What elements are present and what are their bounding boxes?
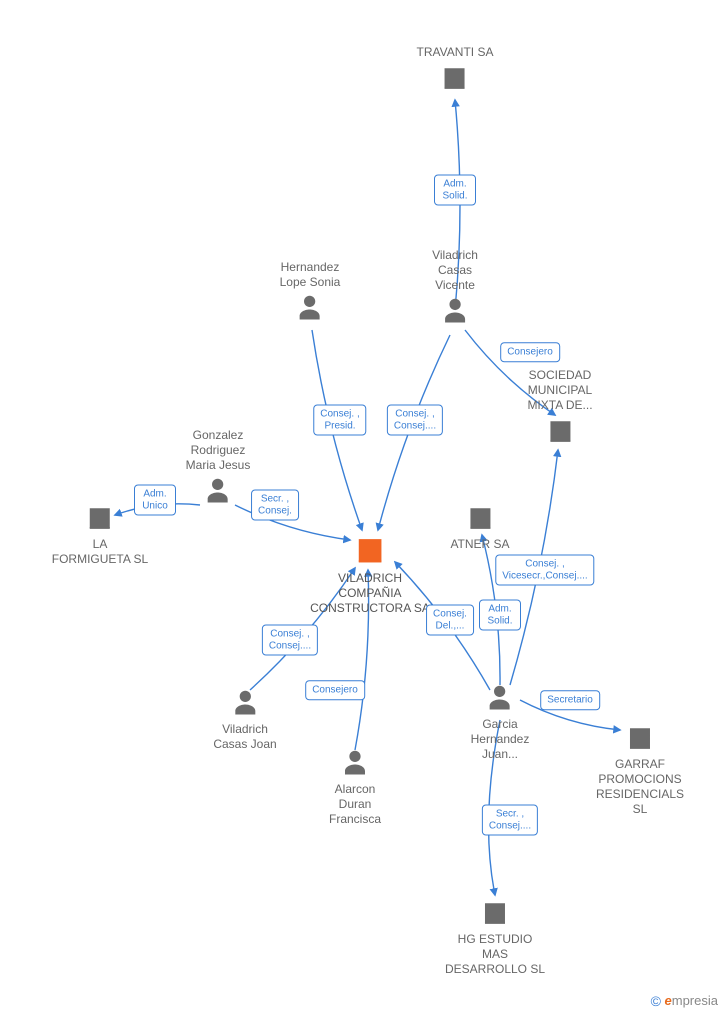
node-garcia[interactable]: Garcia Hernandez Juan... <box>471 680 530 762</box>
node-viladrichJoan[interactable]: Viladrich Casas Joan <box>213 685 276 752</box>
node-label: Gonzalez Rodriguez Maria Jesus <box>186 428 251 473</box>
node-label: Viladrich Casas Joan <box>213 722 276 752</box>
edge-label: Adm. Unico <box>134 485 176 516</box>
building-icon <box>545 415 575 445</box>
edge-label: Consej. , Consej.... <box>262 625 318 656</box>
diagram-canvas: TRAVANTI SA Hernandez Lope Sonia Viladri… <box>0 0 728 1015</box>
edge-label: Consej. , Vicesecr.,Consej.... <box>495 555 594 586</box>
node-label: SOCIEDAD MUNICIPAL MIXTA DE... <box>527 368 592 413</box>
node-viladrichVic[interactable]: Viladrich Casas Vicente <box>432 248 478 330</box>
edge-label: Secr. , Consej.... <box>482 805 538 836</box>
edge-label: Secr. , Consej. <box>251 490 299 521</box>
edge-label: Adm. Solid. <box>434 175 476 206</box>
person-icon <box>230 687 260 717</box>
node-gonzalez[interactable]: Gonzalez Rodriguez Maria Jesus <box>186 428 251 510</box>
node-hgestudio[interactable]: HG ESTUDIO MAS DESARROLLO SL <box>445 895 545 977</box>
building-icon <box>353 532 387 566</box>
node-travanti[interactable]: TRAVANTI SA <box>417 45 494 97</box>
node-label: TRAVANTI SA <box>417 45 494 60</box>
node-label: VILADRICH COMPAÑIA CONSTRUCTORA SA <box>310 571 430 616</box>
node-hernandez[interactable]: Hernandez Lope Sonia <box>280 260 341 327</box>
person-icon <box>440 295 470 325</box>
building-icon <box>625 722 655 752</box>
edge-label: Secretario <box>540 690 600 710</box>
node-label: LA FORMIGUETA SL <box>52 537 148 567</box>
node-alarcon[interactable]: Alarcon Duran Francisca <box>329 745 381 827</box>
footer-copyright: © empresia <box>651 993 718 1009</box>
person-icon <box>295 292 325 322</box>
node-atner[interactable]: ATNER SA <box>450 500 509 552</box>
node-label: Hernandez Lope Sonia <box>280 260 341 290</box>
node-garraf[interactable]: GARRAF PROMOCIONS RESIDENCIALS SL <box>596 720 684 817</box>
edge-label: Consejero <box>500 342 560 362</box>
person-icon <box>340 747 370 777</box>
building-icon <box>85 502 115 532</box>
building-icon <box>465 502 495 532</box>
node-label: ATNER SA <box>450 537 509 552</box>
edge-label: Consej. Del.,... <box>426 605 474 636</box>
edge-label: Consej. , Presid. <box>313 405 366 436</box>
node-label: Alarcon Duran Francisca <box>329 782 381 827</box>
building-icon <box>440 62 470 92</box>
node-label: Garcia Hernandez Juan... <box>471 717 530 762</box>
edge-label: Adm. Solid. <box>479 600 521 631</box>
node-label: HG ESTUDIO MAS DESARROLLO SL <box>445 932 545 977</box>
person-icon <box>485 682 515 712</box>
node-label: GARRAF PROMOCIONS RESIDENCIALS SL <box>596 757 684 817</box>
brand-e: e <box>665 993 672 1008</box>
node-center[interactable]: VILADRICH COMPAÑIA CONSTRUCTORA SA <box>310 530 430 616</box>
edge-label: Consej. , Consej.... <box>387 405 443 436</box>
node-label: Viladrich Casas Vicente <box>432 248 478 293</box>
copyright-symbol: © <box>651 993 661 1009</box>
brand-rest: mpresia <box>672 993 718 1008</box>
building-icon <box>480 897 510 927</box>
node-sociedad[interactable]: SOCIEDAD MUNICIPAL MIXTA DE... <box>527 368 592 450</box>
person-icon <box>203 475 233 505</box>
edge-label: Consejero <box>305 680 365 700</box>
